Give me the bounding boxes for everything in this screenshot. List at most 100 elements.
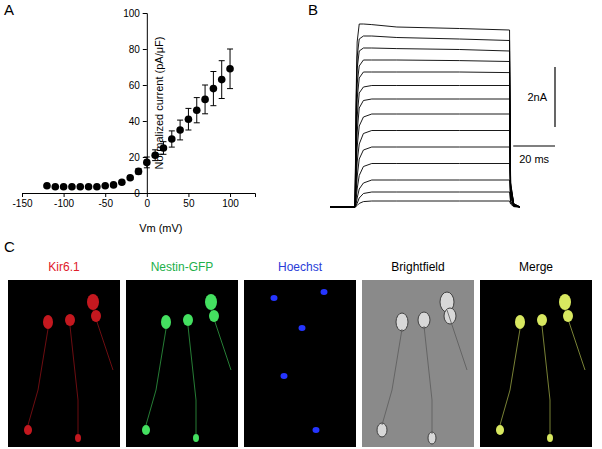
x-tick-mark bbox=[105, 193, 106, 197]
y-tick-mark bbox=[143, 85, 147, 86]
cell-body bbox=[537, 314, 547, 326]
x-tick-label: 100 bbox=[222, 198, 239, 209]
current-trace bbox=[330, 86, 520, 208]
x-tick: 50 bbox=[183, 193, 195, 209]
error-bar bbox=[160, 142, 166, 155]
error-cap bbox=[169, 147, 175, 148]
channel-label: Brightfield bbox=[391, 260, 444, 274]
y-tick: 60 bbox=[129, 80, 147, 91]
y-tick-mark bbox=[143, 121, 147, 122]
current-trace bbox=[330, 99, 520, 207]
image-background bbox=[244, 280, 356, 447]
current-trace bbox=[330, 24, 520, 207]
cell-outline bbox=[396, 313, 408, 331]
error-cap bbox=[210, 105, 216, 106]
current-trace bbox=[330, 164, 520, 208]
cell-body bbox=[75, 434, 81, 442]
y-tick: 80 bbox=[129, 44, 147, 55]
panel-label: C bbox=[4, 238, 15, 255]
cell-outline bbox=[418, 312, 430, 328]
error-cap bbox=[160, 141, 166, 142]
y-tick-label: 40 bbox=[129, 116, 141, 127]
cell-body bbox=[193, 434, 199, 442]
current-trace bbox=[330, 180, 520, 207]
data-point bbox=[85, 183, 93, 191]
x-tick-label: -150 bbox=[12, 198, 32, 209]
channel-label: Kir6.1 bbox=[48, 260, 80, 274]
data-point bbox=[226, 65, 234, 73]
data-point bbox=[201, 96, 209, 104]
data-point bbox=[68, 183, 76, 191]
data-point bbox=[168, 135, 176, 143]
error-cap bbox=[152, 149, 158, 150]
error-bar bbox=[210, 72, 216, 106]
scale-bars: 2nA20 ms bbox=[513, 67, 555, 165]
data-point bbox=[185, 115, 193, 123]
cell-body bbox=[65, 314, 75, 326]
error-cap bbox=[194, 97, 200, 98]
error-bar bbox=[194, 98, 200, 123]
micrograph bbox=[8, 280, 120, 447]
nucleus bbox=[321, 289, 328, 295]
error-cap bbox=[185, 108, 191, 109]
scale-bar bbox=[554, 67, 555, 127]
current-trace bbox=[330, 60, 520, 207]
y-tick-mark bbox=[143, 193, 147, 194]
error-cap bbox=[202, 113, 208, 114]
current-trace bbox=[330, 48, 520, 207]
x-tick-mark bbox=[188, 193, 189, 197]
nucleus bbox=[299, 325, 306, 331]
x-tick: -100 bbox=[54, 193, 74, 209]
x-axis-title: Vm (mV) bbox=[139, 222, 182, 234]
cell-body bbox=[142, 425, 150, 435]
error-cap bbox=[202, 85, 208, 86]
cell-body bbox=[209, 310, 219, 322]
y-tick: 100 bbox=[123, 8, 147, 19]
y-tick: 40 bbox=[129, 116, 147, 127]
data-point bbox=[160, 144, 168, 152]
error-bar bbox=[177, 120, 183, 140]
x-tick-label: -100 bbox=[54, 198, 74, 209]
y-tick-label: 0 bbox=[134, 188, 140, 199]
data-point bbox=[135, 168, 143, 176]
nucleus bbox=[281, 373, 288, 379]
data-point bbox=[193, 106, 201, 114]
error-cap bbox=[152, 160, 158, 161]
error-cap bbox=[177, 120, 183, 121]
x-tick: -150 bbox=[12, 193, 32, 209]
y-axis-line bbox=[143, 14, 148, 194]
y-tick-mark bbox=[143, 13, 147, 14]
cell-body bbox=[205, 294, 217, 310]
current-trace bbox=[330, 72, 520, 207]
current-trace bbox=[330, 201, 520, 207]
cell-body bbox=[559, 294, 571, 310]
data-point bbox=[110, 181, 118, 189]
error-bar bbox=[152, 150, 158, 161]
channel-label: Nestin-GFP bbox=[151, 260, 214, 274]
panel-label: A bbox=[4, 1, 14, 18]
data-point bbox=[76, 183, 84, 191]
data-point bbox=[43, 182, 51, 190]
image-background bbox=[480, 280, 592, 447]
current-trace bbox=[330, 147, 520, 207]
image-background bbox=[8, 280, 120, 447]
cell-body bbox=[563, 310, 573, 322]
micrograph bbox=[244, 280, 356, 447]
panel-label: B bbox=[308, 1, 318, 18]
data-point bbox=[60, 183, 68, 191]
cell-body bbox=[183, 314, 193, 326]
x-tick: -50 bbox=[98, 193, 113, 209]
cell-body bbox=[547, 434, 553, 442]
y-tick: 0 bbox=[134, 188, 147, 199]
micrograph bbox=[362, 280, 474, 447]
cell-body bbox=[43, 315, 53, 329]
error-cap bbox=[169, 130, 175, 131]
x-tick-label: -50 bbox=[98, 198, 113, 209]
cell-body bbox=[91, 310, 101, 322]
x-tick-mark bbox=[230, 193, 231, 197]
error-cap bbox=[210, 71, 216, 72]
nucleus bbox=[271, 295, 278, 301]
cell-process bbox=[28, 310, 113, 434]
micrograph bbox=[126, 280, 238, 447]
error-cap bbox=[144, 157, 150, 158]
